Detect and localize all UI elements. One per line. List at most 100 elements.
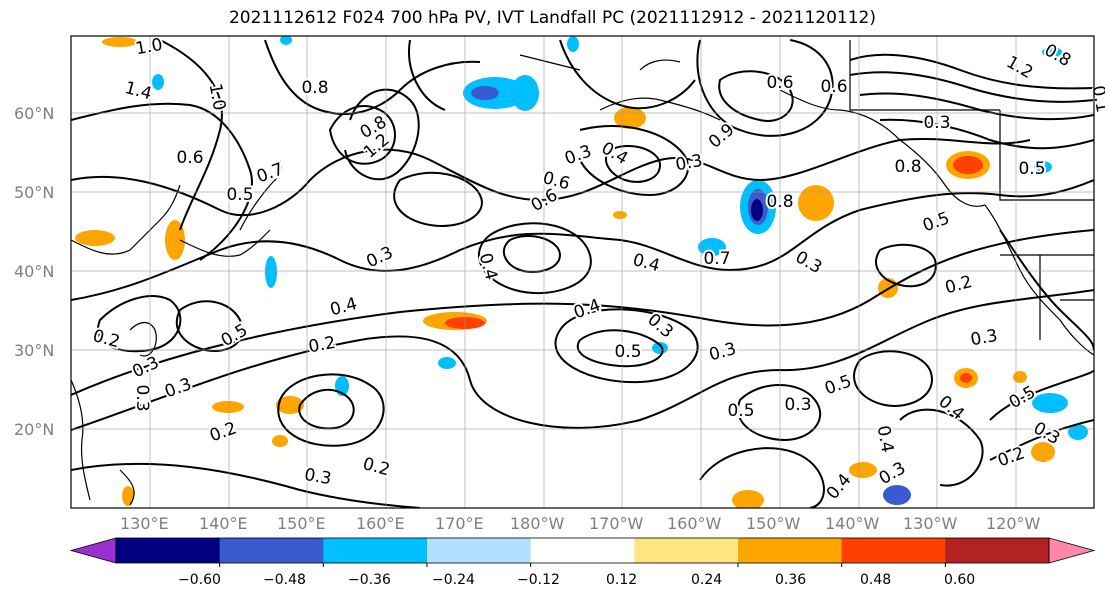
contour-label: 0.6	[820, 77, 847, 97]
contour-label: 0.5	[920, 208, 952, 236]
contour-label: 0.4	[571, 295, 603, 323]
positive-pv-patch	[1031, 442, 1055, 462]
lon-label: 180°W	[510, 514, 565, 533]
lon-label: 160°W	[667, 514, 722, 533]
contour-label: 0.4	[873, 424, 897, 454]
contour-label: 0.3	[784, 395, 811, 415]
lon-label: 120°W	[986, 514, 1041, 533]
contour-label: 0.4	[631, 250, 662, 276]
contour-label: 0.5	[1018, 159, 1045, 179]
contour-label: 0.7	[703, 249, 730, 269]
contour-label: 0.4	[823, 470, 856, 504]
contour-label: 0.4	[934, 392, 968, 425]
positive-pv-patch	[122, 486, 134, 506]
colorbar-tick-label: 0.12	[606, 572, 638, 588]
contour-label: 0.2	[91, 326, 122, 352]
map-title: 2021112612 F024 700 hPa PV, IVT Landfall…	[228, 8, 876, 28]
lon-label: 140°E	[199, 514, 248, 533]
contour-label: 0.3	[969, 326, 999, 350]
contour-label: 0.2	[361, 454, 392, 480]
contour-label: 0.2	[207, 418, 239, 446]
contour-label: 0.3	[162, 374, 194, 402]
lon-label: 130°E	[120, 514, 169, 533]
contour-label: 1.2	[1003, 52, 1036, 83]
contour-label: 0.3	[129, 353, 162, 383]
positive-pv-patch	[276, 396, 304, 414]
contour-label: 0.1	[1088, 84, 1105, 114]
positive-pv-patch	[75, 230, 115, 246]
negative-pv-patch	[1034, 161, 1052, 173]
lat-label: 50°N	[14, 183, 55, 202]
negative-pv-patch	[280, 36, 292, 45]
coastlines	[71, 40, 1094, 506]
lat-label: 60°N	[14, 104, 55, 123]
negative-pv-patch	[883, 485, 911, 505]
negative-pv-patch	[751, 199, 763, 221]
lat-label: 20°N	[14, 420, 55, 439]
lat-label: 30°N	[14, 341, 55, 360]
contour-label: 0.6	[766, 73, 793, 93]
contour-label: 0.5	[226, 185, 253, 205]
contour-label: 0.3	[792, 247, 825, 278]
contour-label: 0.5	[218, 320, 251, 351]
contour-label: 1.0	[205, 82, 229, 112]
lon-label: 140°W	[825, 514, 880, 533]
contour-label: 0.4	[328, 294, 359, 320]
contour-label: 0.3	[562, 141, 594, 169]
colorbar-tick-label: 0.24	[691, 572, 723, 588]
colorbar-tick-label: −0.36	[348, 572, 391, 588]
contour-label: 0.8	[894, 157, 921, 177]
lon-label: 150°W	[746, 514, 801, 533]
lon-label: 130°W	[903, 514, 958, 533]
negative-pv-patch	[1068, 424, 1088, 440]
lon-label: 150°E	[277, 514, 326, 533]
contour-label: 1.4	[123, 78, 154, 104]
contour-label: 1.0	[134, 35, 164, 59]
negative-pv-patch	[511, 75, 539, 111]
colorbar-tick-label: 0.60	[944, 572, 976, 588]
contour-label: 0.5	[1006, 382, 1039, 413]
contour-label: 0.3	[876, 458, 909, 489]
positive-pv-patch	[960, 373, 972, 383]
contour-label: 0.3	[923, 113, 950, 133]
contour-label: 0.2	[943, 272, 974, 298]
contour-label: 0.3	[674, 151, 704, 175]
positive-pv-patch	[272, 435, 288, 447]
negative-pv-patch	[438, 357, 456, 369]
lon-label: 170°W	[589, 514, 644, 533]
colorbar-tick-label: −0.48	[263, 572, 306, 588]
contour-label: 0.5	[614, 342, 641, 362]
contour-label: 0.9	[705, 120, 739, 153]
contour-label: 0.3	[1030, 418, 1063, 449]
contour-label: 0.3	[363, 243, 396, 273]
positive-pv-patch	[798, 185, 834, 221]
contour-label: 0.7	[254, 159, 286, 187]
colorbar-tick-label: −0.60	[178, 572, 221, 588]
negative-pv-patch	[698, 238, 726, 256]
negative-pv-patch	[1032, 393, 1068, 413]
gridlines	[71, 36, 1094, 508]
positive-pv-patch	[613, 211, 627, 219]
contour-label: 0.3	[132, 384, 152, 411]
contour-label: 0.4	[598, 138, 631, 169]
contour-label: 0.8	[1041, 40, 1074, 71]
negative-pv-patch	[652, 342, 668, 354]
map-frame	[70, 35, 1095, 509]
lon-label: 160°E	[356, 514, 405, 533]
contour-label: 0.8	[301, 78, 328, 98]
contour-label: 0.3	[707, 339, 738, 365]
contour-label: 0.5	[727, 401, 754, 421]
contour-label: 0.4	[475, 251, 501, 282]
positive-pv-patch	[1013, 371, 1027, 383]
negative-pv-patch	[1042, 47, 1062, 57]
positive-pv-patch	[849, 462, 877, 478]
positive-pv-patch	[953, 156, 983, 174]
negative-pv-patch	[152, 74, 164, 90]
lat-label: 40°N	[14, 262, 55, 281]
colorbar-tick-label: −0.24	[432, 572, 475, 588]
contour-labels: 1.01.4 1.0 0.80.60.70.50.30.40.50.20.30.30…	[89, 33, 1105, 506]
colorbar-tick-label: −0.12	[517, 572, 560, 588]
colorbar-tick-label: 0.48	[860, 572, 892, 588]
contour-label: 0.2	[995, 443, 1027, 471]
